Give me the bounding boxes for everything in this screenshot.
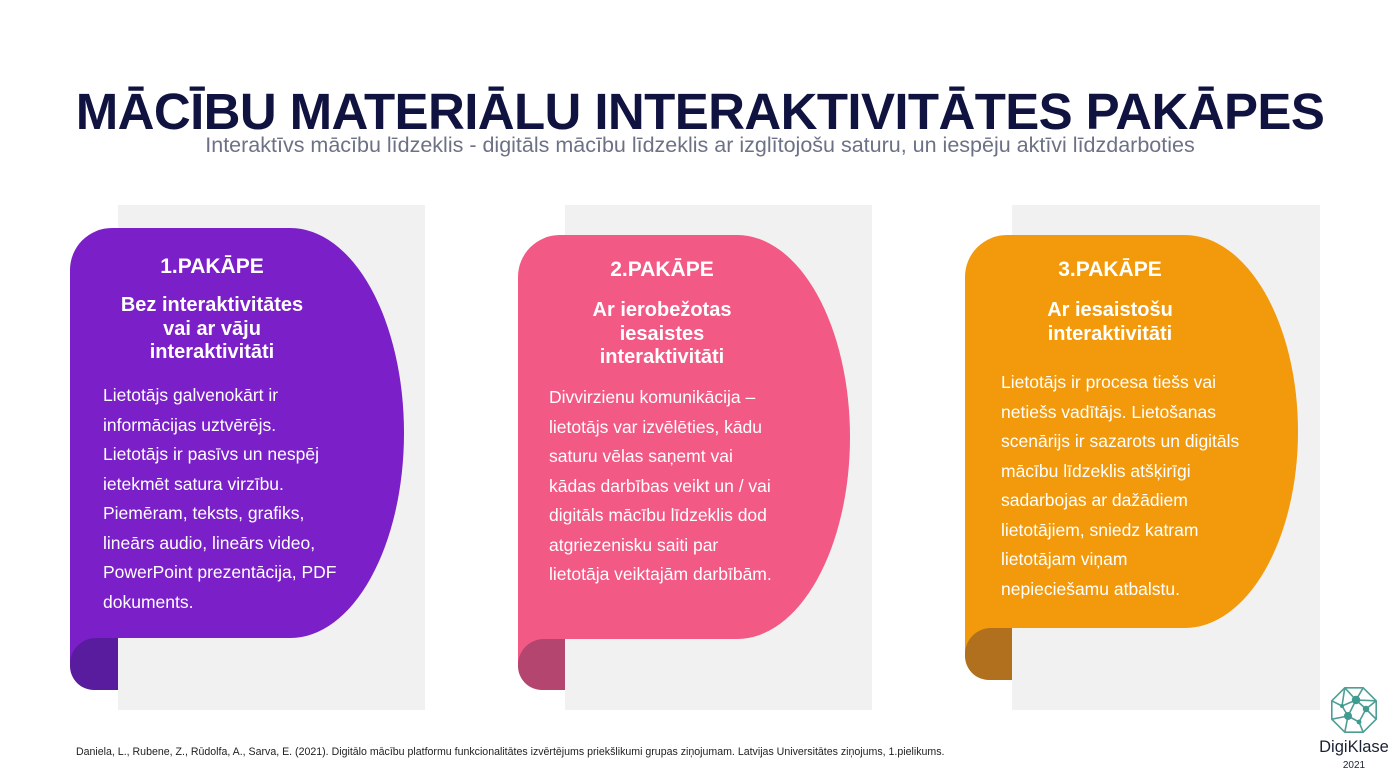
subheading-line: interaktivitāti [149, 341, 275, 363]
description-line: nepieciešamu atbalstu. [1001, 578, 1180, 599]
slide-title: MĀCĪBU MATERIĀLU INTERAKTIVITĀTES PAKĀPE… [75, 83, 1325, 141]
description-line: mācību līdzeklis atšķirīgi [1001, 460, 1191, 481]
level-subheading: Bez interaktivitātes vai ar vāju interak… [103, 294, 321, 365]
subheading-line: interaktivitāti [599, 346, 725, 368]
description-line: lietotājiem, sniedz katram [1001, 519, 1199, 540]
description-line: Lietotājs ir pasīvs un nespēj [103, 444, 319, 464]
description-line: Piemēram, teksts, grafiks, [103, 503, 305, 523]
description-line: netiešs vadītājs. Lietošanas [1001, 401, 1216, 422]
level-description: Divvirzienu komunikācija – lietotājs var… [549, 383, 772, 590]
level-description: Lietotājs galvenokārt ir informācijas uz… [103, 381, 336, 617]
card-1-fold [70, 638, 118, 690]
description-line: Divvirzienu komunikācija – [549, 387, 756, 407]
description-line: Lietotājs galvenokārt ir [103, 385, 279, 405]
logo-year: 2021 [1342, 760, 1366, 771]
description-line: lietotājam viņam [1001, 549, 1128, 569]
subheading-line: iesaistes [619, 322, 705, 345]
level-subheading: Ar ierobežotas iesaistes interaktivitāti [553, 299, 771, 370]
subheading-line: vai ar vāju [163, 317, 261, 340]
subheading-line: Bez interaktivitātes [120, 294, 304, 316]
network-octagon-icon [1330, 686, 1378, 734]
slide-subtitle: Interaktīvs mācību līdzeklis - digitāls … [205, 133, 1195, 157]
subheading-line: Ar iesaistošu [1047, 299, 1173, 321]
description-line: dokuments. [103, 591, 194, 612]
card-3-fold [965, 628, 1012, 680]
level-heading: 3.PAKĀPE [1058, 258, 1162, 281]
description-line: informācijas uztvērējs. [103, 414, 277, 435]
description-line: saturu vēlas saņemt vai [549, 446, 733, 466]
description-line: sadarbojas ar dažādiem [1001, 490, 1188, 510]
description-line: scenārijs ir sazarots un digitāls [1001, 431, 1240, 451]
description-line: digitāls mācību līdzeklis dod [549, 505, 767, 525]
level-description: Lietotājs ir procesa tiešs vai netiešs v… [1001, 368, 1239, 604]
level-card-3: 3.PAKĀPE Ar iesaistošu interaktivitāti L… [965, 235, 1298, 628]
level-card-2: 2.PAKĀPE Ar ierobežotas iesaistes intera… [518, 235, 850, 639]
level-subheading: Ar iesaistošu interaktivitāti [1001, 299, 1219, 346]
description-line: Lietotājs ir procesa tiešs vai [1001, 372, 1216, 392]
level-card-1: 1.PAKĀPE Bez interaktivitātes vai ar vāj… [70, 228, 404, 638]
description-line: ietekmēt satura virzību. [103, 473, 284, 494]
citation-footnote: Daniela, L., Rubene, Z., Rūdolfa, A., Sa… [76, 746, 945, 758]
subheading-line: interaktivitāti [1047, 322, 1173, 345]
description-line: lietotājs var izvēlēties, kādu [549, 416, 763, 437]
description-line: lineārs audio, lineārs video, [103, 532, 316, 553]
description-line: PowerPoint prezentācija, PDF [103, 562, 337, 582]
level-heading: 2.PAKĀPE [610, 258, 714, 281]
level-heading: 1.PAKĀPE [160, 255, 264, 278]
logo-name: DigiKlase [1319, 738, 1389, 756]
description-line: kādas darbības veikt un / vai [549, 475, 771, 496]
subheading-line: Ar ierobežotas [592, 299, 732, 321]
description-line: atgriezenisku saiti par [549, 534, 719, 555]
digiklase-logo: DigiKlase 2021 [1314, 684, 1394, 776]
description-line: lietotāja veiktajām darbībām. [549, 564, 772, 584]
card-2-fold [518, 639, 565, 690]
